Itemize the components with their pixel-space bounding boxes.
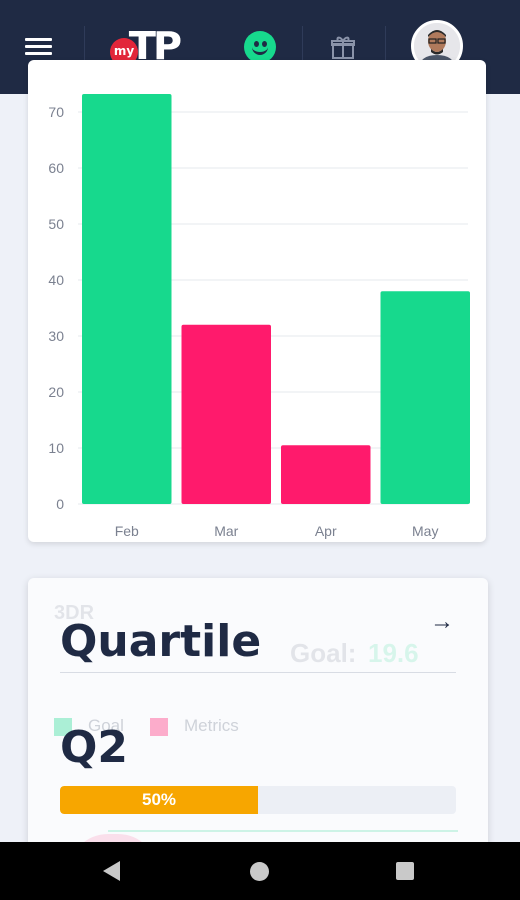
faded-legend-swatch-metrics <box>150 718 168 736</box>
bar-chart: 0 10 20 30 40 50 60 70 Feb Mar Apr May <box>48 94 470 539</box>
quartile-value: Q2 <box>60 722 129 773</box>
faded-goal-value: 19.6 <box>368 638 419 668</box>
progress-label: 50% <box>141 790 177 809</box>
bar-chart-card: 0 10 20 30 40 50 60 70 Feb Mar Apr May <box>28 60 486 542</box>
faded-line <box>108 830 458 832</box>
back-icon[interactable] <box>103 861 120 881</box>
gift-icon[interactable] <box>330 34 356 60</box>
divider <box>302 26 303 68</box>
bar <box>181 324 271 504</box>
quartile-card: 3DR Goal: 19.6 Goal Metrics Quartile → Q… <box>28 578 488 868</box>
home-icon[interactable] <box>250 862 269 881</box>
quartile-title: Quartile <box>60 616 262 667</box>
x-tick-label: Feb <box>115 523 139 539</box>
divider <box>84 26 85 68</box>
bar <box>82 94 172 504</box>
y-tick-label: 10 <box>48 440 64 456</box>
divider <box>385 26 386 68</box>
x-tick-label: Apr <box>315 523 337 539</box>
recent-apps-icon[interactable] <box>396 862 414 880</box>
y-tick-label: 30 <box>48 328 64 344</box>
y-tick-label: 70 <box>48 104 64 120</box>
faded-heading: 3DR <box>54 602 95 624</box>
y-tick-label: 40 <box>48 272 64 288</box>
x-tick-label: Mar <box>214 523 238 539</box>
system-nav-bar <box>0 842 520 900</box>
progress-fill <box>60 786 258 814</box>
x-tick-label: May <box>412 523 438 539</box>
arrow-right-icon[interactable]: → <box>430 608 454 635</box>
y-tick-label: 50 <box>48 216 64 232</box>
faded-legend-goal: Goal <box>88 716 124 735</box>
y-tick-label: 20 <box>48 384 64 400</box>
menu-icon[interactable] <box>22 33 58 61</box>
faded-goal-label: Goal: <box>290 638 357 668</box>
y-tick-label: 60 <box>48 160 64 176</box>
smiley-icon[interactable] <box>244 31 276 63</box>
bar <box>380 291 470 504</box>
y-tick-label: 0 <box>56 496 64 512</box>
bar <box>281 445 371 504</box>
faded-legend-swatch-goal <box>54 718 72 736</box>
logo-prefix: my <box>113 44 135 58</box>
divider <box>60 672 456 673</box>
faded-legend-metrics: Metrics <box>184 716 239 735</box>
progress-bar: 50% <box>60 786 456 814</box>
